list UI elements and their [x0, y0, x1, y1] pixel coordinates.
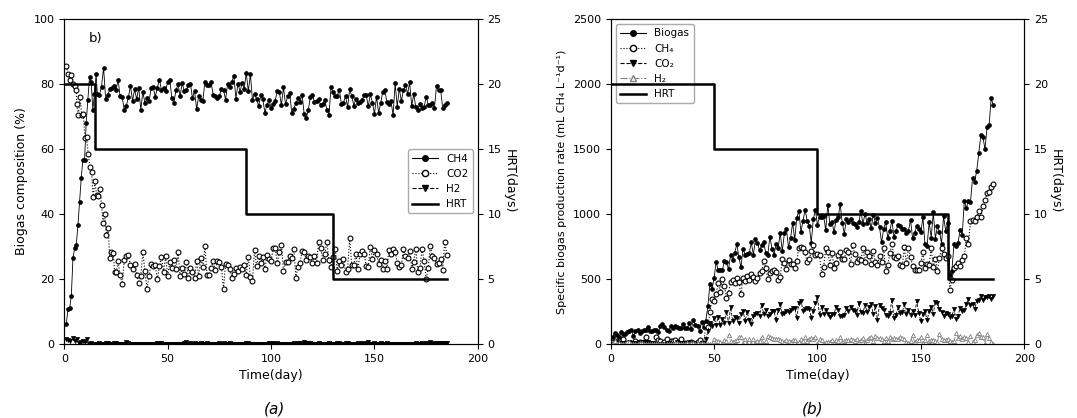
Y-axis label: Specific biogas production rate (mL CH₄ L⁻¹d⁻¹): Specific biogas production rate (mL CH₄ … [557, 49, 568, 314]
Legend: CH4, CO2, H2, HRT: CH4, CO2, H2, HRT [408, 149, 473, 214]
X-axis label: Time(day): Time(day) [785, 369, 850, 382]
Y-axis label: HRT(days): HRT(days) [1049, 149, 1062, 214]
Y-axis label: HRT(days): HRT(days) [503, 149, 516, 214]
Text: (a): (a) [264, 402, 285, 417]
X-axis label: Time(day): Time(day) [239, 369, 303, 382]
Text: (b): (b) [802, 402, 824, 417]
Text: b): b) [89, 32, 102, 45]
Legend: Biogas, CH₄, CO₂, H₂, HRT: Biogas, CH₄, CO₂, H₂, HRT [616, 24, 694, 103]
Y-axis label: Biogas composition (%): Biogas composition (%) [15, 107, 28, 255]
